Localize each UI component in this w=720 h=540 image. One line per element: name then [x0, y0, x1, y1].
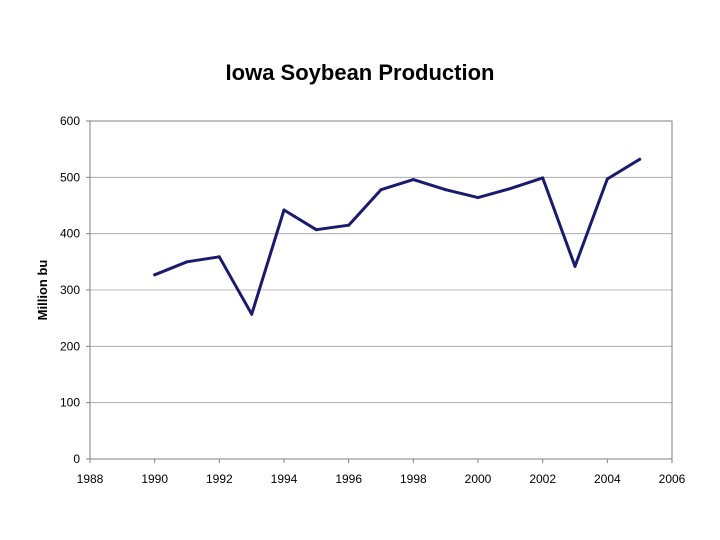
y-tick-label: 0 [73, 452, 80, 466]
y-axis-label: Million bu [35, 260, 50, 321]
data-point-1996 [347, 223, 351, 227]
y-tick-label: 300 [60, 283, 80, 297]
x-tick-label: 1990 [141, 472, 168, 486]
y-tick-label: 100 [60, 396, 80, 410]
series-line-0 [153, 157, 642, 316]
x-axis-ticks: 1988 1990 1992 1994 1996 1998 2000 2002 2004 2006 [77, 459, 686, 486]
y-tick-label: 400 [60, 227, 80, 241]
data-point-1991 [185, 260, 189, 264]
data-point-2001 [508, 187, 512, 191]
data-point-1993 [250, 312, 254, 316]
series-layer [153, 157, 642, 316]
data-point-2004 [605, 177, 609, 181]
chart-title: Iowa Soybean Production [226, 60, 495, 85]
x-tick-label: 2006 [659, 472, 686, 486]
data-point-1994 [282, 208, 286, 212]
data-point-1992 [217, 255, 221, 259]
x-tick-label: 2000 [465, 472, 492, 486]
x-tick-label: 1988 [77, 472, 104, 486]
data-point-1998 [411, 178, 415, 182]
x-tick-label: 2004 [594, 472, 621, 486]
y-tick-label: 500 [60, 170, 80, 184]
data-point-2005 [638, 157, 642, 161]
x-tick-label: 1994 [271, 472, 298, 486]
data-point-1999 [444, 188, 448, 192]
y-tick-label: 600 [60, 114, 80, 128]
y-axis-ticks: 0 100 200 300 400 500 600 [60, 114, 90, 466]
y-tick-label: 200 [60, 339, 80, 353]
x-tick-label: 1996 [335, 472, 362, 486]
grid-lines [90, 176, 672, 404]
data-point-1995 [314, 228, 318, 232]
x-tick-label: 1998 [400, 472, 427, 486]
data-point-2000 [476, 196, 480, 200]
data-point-2002 [541, 176, 545, 180]
data-point-1997 [379, 188, 383, 192]
data-point-1990 [153, 273, 157, 277]
x-tick-label: 1992 [206, 472, 233, 486]
data-point-2003 [573, 264, 577, 268]
x-tick-label: 2002 [529, 472, 556, 486]
